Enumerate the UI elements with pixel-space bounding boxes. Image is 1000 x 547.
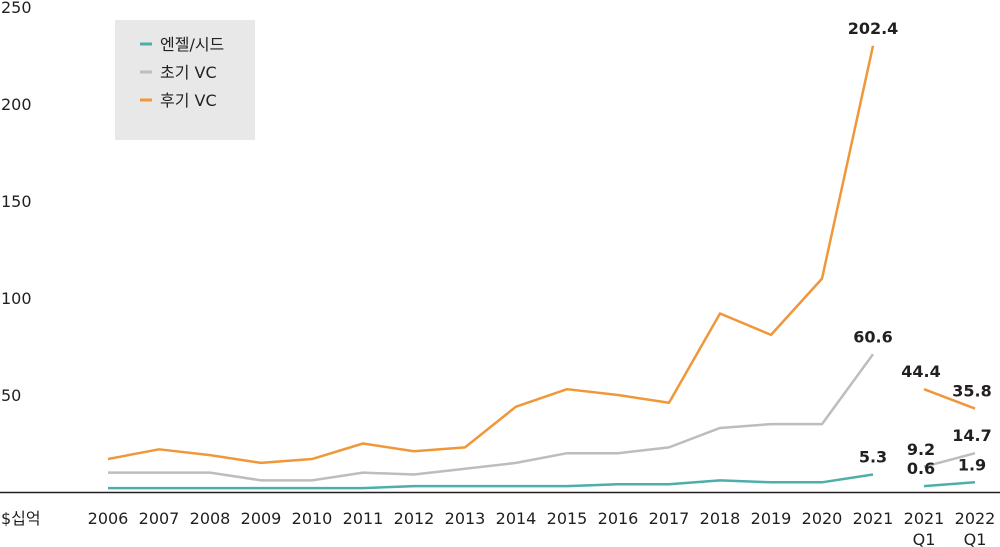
- x-tick-label: 2010: [292, 509, 333, 528]
- legend-box: [115, 20, 255, 140]
- y-tick-label: 200: [1, 95, 32, 114]
- y-tick-label: 50: [1, 386, 21, 405]
- data-label: 14.7: [952, 426, 991, 445]
- series-line-quarterly: [923, 451, 976, 468]
- x-tick-label: 2019: [751, 509, 792, 528]
- data-label: 9.2: [907, 440, 935, 459]
- x-tick-label: 2020: [802, 509, 843, 528]
- x-tick-label: 2011: [343, 509, 384, 528]
- series-line-quarterly: [923, 388, 976, 410]
- data-label: 35.8: [952, 382, 991, 401]
- x-tick-label: 2009: [241, 509, 282, 528]
- data-label: 0.6: [907, 459, 935, 478]
- x-tick-label: 2018: [700, 509, 741, 528]
- data-label: 60.6: [853, 327, 892, 346]
- data-label: 202.4: [848, 19, 899, 38]
- y-axis-ticks: 50 100 150 200 250: [1, 0, 32, 405]
- data-labels: 5.3 0.6 1.9 60.6 9.2 14.7 202.4 44.4 35.8: [848, 19, 992, 478]
- legend-label: 초기 VC: [160, 63, 217, 82]
- data-label: 44.4: [901, 362, 940, 381]
- series-line: [107, 45, 875, 465]
- x-tick-label: 2006: [88, 509, 129, 528]
- y-tick-label: 250: [1, 0, 32, 17]
- x-tick-label: 2012: [394, 509, 435, 528]
- x-tick-label: 2014: [496, 509, 537, 528]
- x-tick-label: 2008: [190, 509, 231, 528]
- x-tick-label: 2021: [853, 509, 894, 528]
- series-line-quarterly: [923, 481, 976, 488]
- series-line: [108, 473, 874, 490]
- data-label: 5.3: [859, 448, 887, 467]
- y-axis-unit-label: $십억: [1, 509, 41, 528]
- x-tick-label: 2015: [547, 509, 588, 528]
- data-label: 1.9: [958, 455, 986, 474]
- x-tick-label: 2016: [598, 509, 639, 528]
- y-tick-label: 150: [1, 192, 32, 211]
- x-tick-label: 2022 Q1: [955, 509, 996, 547]
- x-tick-label: 2021 Q1: [904, 509, 945, 547]
- x-tick-label: 2007: [139, 509, 180, 528]
- x-tick-label: 2017: [649, 509, 690, 528]
- y-tick-label: 100: [1, 289, 32, 308]
- series-lines: [107, 45, 976, 490]
- legend-label: 후기 VC: [160, 91, 217, 110]
- x-axis-ticks: 2006 2007 2008 2009 2010 2011 2012 2013 2014 2015…: [88, 509, 996, 547]
- legend-label: 엔젤/시드: [160, 35, 224, 54]
- series-line: [108, 353, 875, 482]
- x-tick-label: 2013: [445, 509, 486, 528]
